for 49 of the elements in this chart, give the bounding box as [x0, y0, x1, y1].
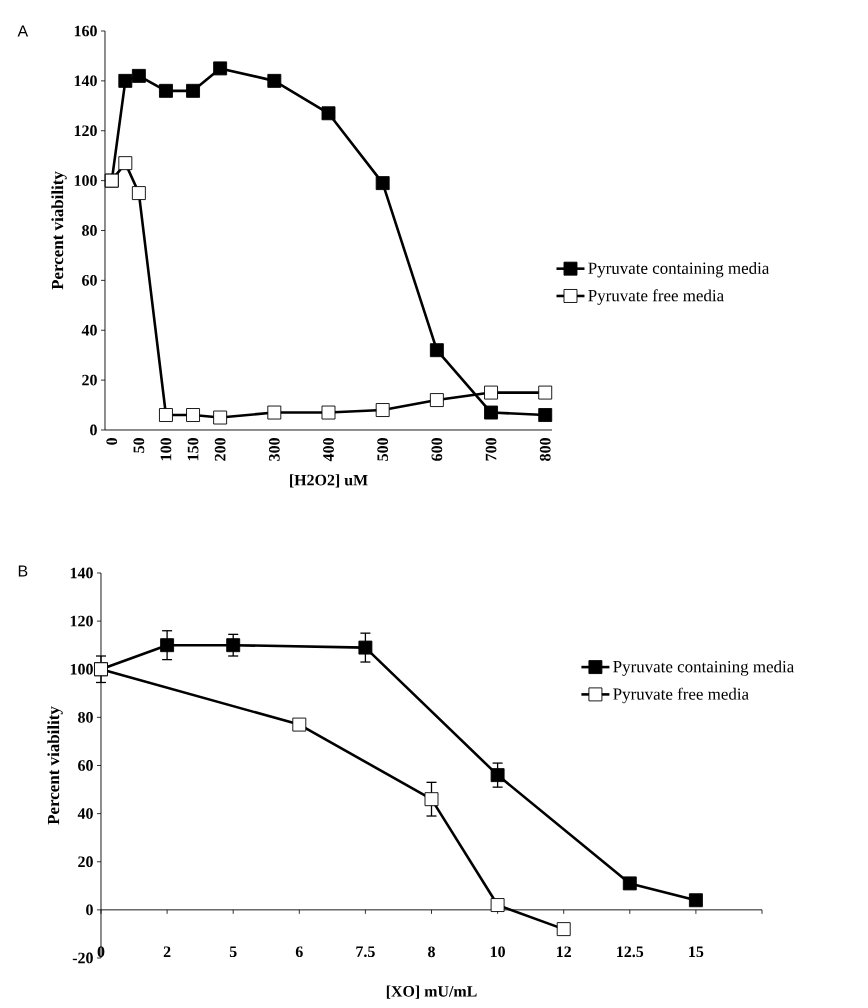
- y-tick-label: 0: [86, 904, 93, 916]
- x-tick-label: 600: [431, 438, 443, 461]
- x-tick-label: 15: [689, 946, 704, 958]
- y-tick-label: -20: [72, 952, 93, 964]
- chart-title: A: [17, 25, 29, 37]
- x-tick-label: 5: [229, 946, 237, 957]
- legend-label: Pyruvate containing media: [613, 660, 795, 676]
- y-tick-label: 60: [78, 760, 93, 771]
- y-axis-title: Percent viability: [51, 171, 67, 290]
- chart-title: B: [18, 565, 28, 577]
- x-tick-label: 0: [106, 438, 118, 445]
- y-tick-label: 20: [82, 374, 97, 386]
- x-tick-label: 200: [214, 438, 226, 461]
- x-axis-title: [H2O2] uM: [290, 474, 368, 488]
- x-tick-label: 12: [557, 946, 571, 957]
- x-tick-label: 400: [323, 438, 334, 462]
- y-tick-label: 20: [78, 856, 93, 868]
- x-tick-label: 10: [490, 946, 505, 958]
- y-tick-label: 140: [70, 567, 93, 579]
- y-tick-label: 120: [74, 125, 97, 137]
- x-tick-label: 6: [295, 946, 303, 958]
- legend-label: Pyruvate free media: [588, 289, 724, 305]
- x-tick-label: 700: [485, 438, 497, 461]
- x-axis-title: [XO] mU/mL: [386, 985, 477, 999]
- y-tick-label: 140: [74, 75, 97, 87]
- x-tick-label: 2: [163, 946, 171, 957]
- y-tick-label: 0: [90, 424, 97, 436]
- y-tick-label: 100: [70, 663, 93, 675]
- x-tick-label: 500: [377, 438, 389, 461]
- y-tick-label: 60: [82, 274, 97, 286]
- y-tick-label: 40: [81, 324, 97, 336]
- y-axis-title: Percent viability: [47, 706, 63, 825]
- y-tick-label: 100: [74, 175, 97, 186]
- y-tick-label: 80: [82, 225, 97, 236]
- x-tick-label: 100: [160, 438, 172, 461]
- x-tick-label: 8: [428, 946, 435, 958]
- x-tick-label: 50: [133, 438, 145, 453]
- y-tick-label: 120: [70, 615, 93, 627]
- y-tick-label: 160: [74, 25, 97, 37]
- x-tick-label: 150: [187, 438, 199, 461]
- y-tick-label: 80: [78, 711, 93, 723]
- x-tick-label: 7.5: [356, 946, 375, 958]
- x-tick-label: 300: [268, 438, 280, 461]
- x-tick-label: 0: [97, 946, 105, 958]
- legend-label: Pyruvate free media: [613, 687, 749, 704]
- x-tick-label: 800: [539, 438, 551, 461]
- x-tick-label: 12.5: [617, 946, 644, 958]
- y-tick-label: 40: [77, 808, 93, 819]
- legend-label: Pyruvate containing media: [588, 262, 770, 278]
